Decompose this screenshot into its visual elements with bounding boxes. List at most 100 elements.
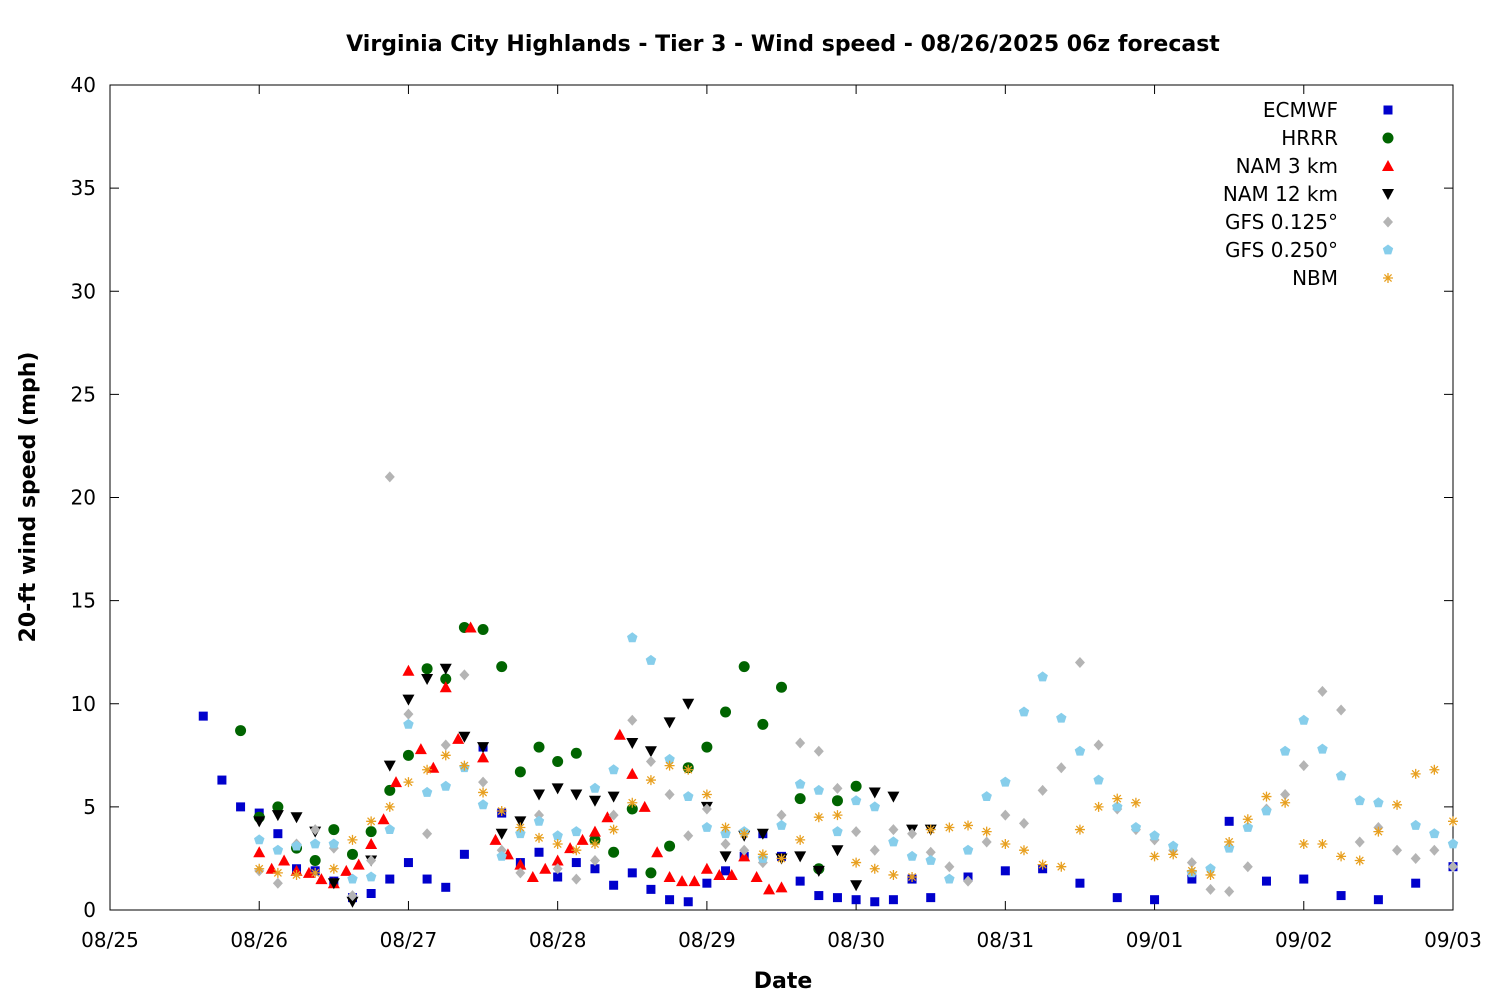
x-tick-label: 08/27 — [380, 928, 438, 952]
data-point — [664, 789, 675, 800]
data-point — [421, 786, 433, 797]
data-point — [452, 732, 465, 744]
y-tick-label: 0 — [83, 898, 96, 922]
data-point — [850, 880, 863, 892]
data-point — [750, 871, 763, 882]
data-point — [981, 836, 992, 848]
data-point — [272, 844, 284, 855]
data-point — [552, 830, 563, 841]
data-point — [440, 780, 451, 791]
data-point — [813, 784, 824, 795]
data-point — [384, 801, 395, 812]
x-tick-label: 09/02 — [1275, 928, 1333, 952]
y-tick-label: 25 — [71, 382, 96, 406]
data-point — [1336, 851, 1347, 862]
data-point — [757, 718, 769, 730]
data-point — [944, 861, 955, 873]
x-axis-ticks: 08/25 08/26 08/27 08/28 08/29 08/30 08/31 09/01… — [81, 85, 1482, 952]
series-nbm — [254, 750, 1458, 882]
data-point — [441, 882, 451, 892]
data-point — [626, 737, 639, 749]
data-point — [1392, 844, 1403, 856]
data-point — [496, 850, 507, 861]
data-point — [272, 867, 283, 878]
data-point — [551, 783, 564, 795]
x-tick-label: 08/26 — [230, 928, 288, 952]
data-point — [1000, 776, 1011, 787]
data-point — [553, 872, 563, 882]
data-point — [1093, 774, 1104, 785]
data-point — [496, 806, 507, 816]
data-point — [739, 844, 750, 856]
data-point — [739, 828, 750, 839]
data-point — [1410, 819, 1421, 830]
data-point — [888, 895, 898, 905]
data-point — [720, 838, 731, 850]
data-point — [869, 801, 880, 812]
data-point — [1074, 745, 1086, 756]
data-point — [701, 803, 712, 815]
data-point — [1205, 883, 1216, 895]
data-point — [278, 854, 291, 866]
legend-label: ECMWF — [1263, 98, 1338, 122]
data-point — [384, 824, 395, 834]
data-point — [795, 737, 806, 749]
data-point — [812, 865, 825, 877]
data-point — [944, 822, 955, 833]
data-point — [291, 869, 302, 880]
data-point — [664, 840, 676, 852]
data-point — [925, 855, 936, 865]
data-point — [1429, 764, 1440, 775]
data-point — [776, 681, 787, 693]
data-point — [589, 855, 600, 866]
data-point — [664, 753, 675, 764]
data-point — [539, 862, 552, 874]
data-point — [1392, 799, 1403, 810]
data-point — [1150, 895, 1160, 905]
data-point — [1037, 671, 1048, 682]
data-point — [663, 717, 676, 729]
data-point — [310, 824, 321, 836]
data-point — [713, 868, 726, 880]
series-hrrr — [235, 621, 862, 879]
plot-border — [109, 84, 1454, 911]
data-point — [851, 895, 861, 905]
data-point — [607, 791, 620, 803]
data-point — [1447, 838, 1459, 849]
data-point — [601, 811, 614, 823]
y-tick-label: 35 — [71, 176, 96, 200]
data-point — [676, 875, 689, 887]
data-point — [1317, 685, 1328, 697]
data-point — [646, 884, 656, 894]
data-point — [1261, 805, 1272, 816]
data-point — [627, 797, 638, 808]
data-point — [571, 826, 582, 837]
data-point — [526, 871, 539, 882]
data-point — [515, 822, 526, 833]
legend-marker — [1382, 132, 1394, 144]
data-point — [981, 826, 992, 837]
data-point — [290, 812, 303, 824]
data-point — [440, 750, 451, 761]
data-point — [962, 844, 974, 855]
data-point — [813, 812, 824, 823]
data-point — [347, 890, 358, 902]
data-point — [720, 822, 731, 833]
data-point — [552, 839, 563, 849]
y-tick-label: 15 — [71, 589, 96, 613]
data-point — [1429, 844, 1440, 856]
data-point — [384, 471, 395, 483]
legend-label: NBM — [1292, 266, 1338, 290]
data-point — [738, 850, 751, 862]
data-point — [390, 776, 403, 788]
data-point — [645, 775, 656, 786]
data-point — [1354, 795, 1365, 806]
data-point — [478, 776, 489, 788]
data-point — [888, 824, 899, 836]
data-point — [1168, 840, 1179, 851]
data-point — [776, 853, 787, 864]
data-point — [608, 809, 619, 821]
data-point — [627, 632, 638, 643]
data-point — [944, 873, 955, 884]
